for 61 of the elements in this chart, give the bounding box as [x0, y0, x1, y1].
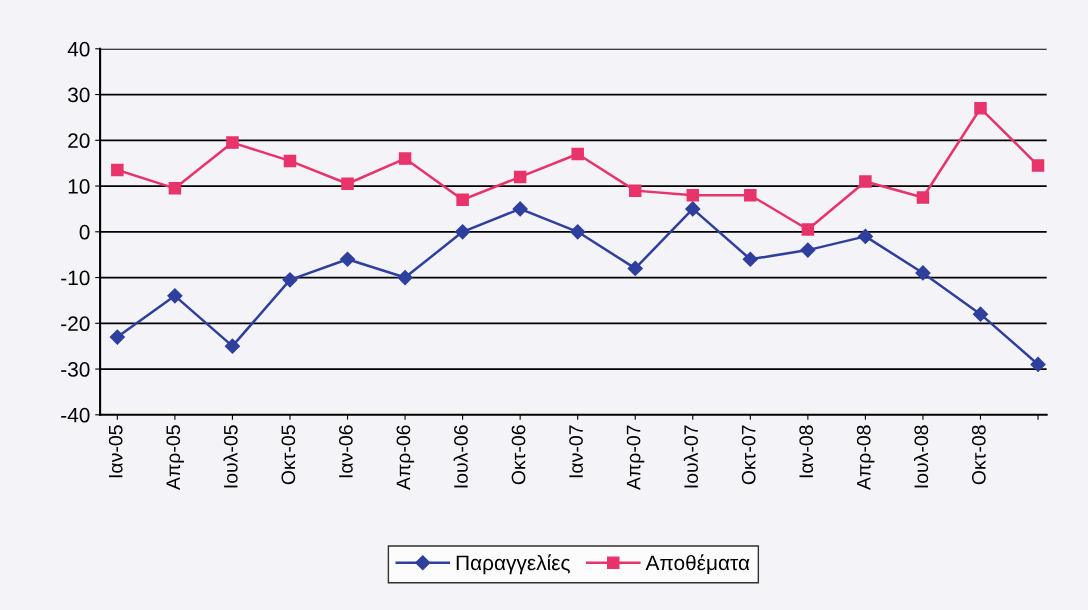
- point: [801, 223, 815, 236]
- point: [455, 224, 471, 240]
- point: [628, 184, 642, 197]
- point: [341, 177, 354, 191]
- x-tick-label: Ιουλ-08: [913, 425, 929, 488]
- point: [974, 102, 987, 115]
- point: [513, 170, 527, 184]
- point: [398, 152, 412, 165]
- x-tick-label: Οκτ-05: [281, 425, 296, 485]
- x-tick-label: Απρ-05: [166, 425, 184, 491]
- point: [742, 251, 758, 267]
- y-tick-label: -20: [61, 316, 90, 332]
- point: [859, 175, 872, 188]
- point: [744, 188, 757, 202]
- point: [570, 224, 586, 240]
- x-tick-label: Ιουλ-07: [683, 425, 698, 488]
- legend-label: Αποθέματα: [645, 554, 750, 575]
- point: [916, 191, 930, 204]
- point: [109, 329, 125, 345]
- point: [512, 201, 528, 217]
- legend-label: Παραγγελίες: [456, 554, 570, 575]
- x-tick-label: Οκτ-07: [741, 425, 756, 485]
- y-tick-label: -10: [61, 270, 90, 286]
- y-tick-label: -30: [61, 362, 90, 377]
- point: [915, 265, 931, 281]
- point: [627, 260, 643, 276]
- point: [397, 269, 413, 286]
- x-tick-label: Ιουλ-05: [223, 425, 238, 488]
- point: [226, 136, 239, 149]
- point: [972, 306, 989, 322]
- point: [339, 251, 356, 267]
- x-tick-label: Απρ-07: [626, 425, 645, 491]
- x-tick-label: Απρ-08: [856, 425, 875, 491]
- point: [1030, 356, 1046, 373]
- point: [685, 201, 701, 217]
- y-tick-label: 0: [79, 224, 90, 240]
- point: [456, 193, 469, 207]
- y-tick-label: 40: [67, 41, 90, 57]
- point: [283, 154, 297, 168]
- x-tick-label: Ιουλ-06: [453, 425, 468, 488]
- point: [224, 338, 241, 354]
- point: [167, 288, 183, 304]
- point: [1031, 159, 1045, 172]
- x-tick-label: Οκτ-08: [971, 425, 986, 485]
- y-tick-label: 20: [68, 133, 90, 149]
- y-tick-label: -40: [61, 407, 90, 423]
- point: [857, 228, 873, 244]
- point: [282, 272, 298, 288]
- x-tick-label: Ιαν-07: [569, 425, 583, 478]
- point: [571, 147, 584, 161]
- x-tick-label: Ιαν-08: [799, 425, 814, 478]
- y-tick-label: 30: [68, 87, 90, 103]
- y-tick-label: 10: [68, 179, 90, 194]
- point: [800, 242, 816, 258]
- point: [168, 182, 182, 195]
- x-tick-label: Οκτ-06: [511, 425, 526, 485]
- x-tick-label: Απρ-06: [396, 425, 415, 491]
- x-tick-label: Ιαν-05: [108, 425, 123, 478]
- point: [686, 188, 700, 202]
- point: [111, 163, 124, 177]
- x-tick-label: Ιαν-06: [338, 425, 353, 478]
